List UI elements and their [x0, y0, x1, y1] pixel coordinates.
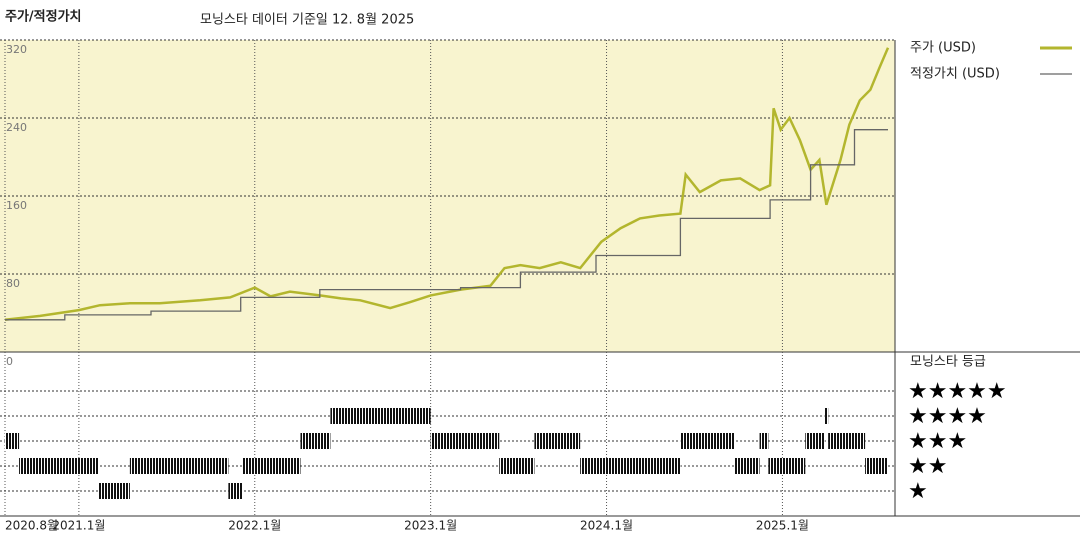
rating-bar	[680, 433, 735, 449]
series-line	[5, 129, 888, 321]
rating-label: ★★★	[908, 429, 967, 454]
rating-bar	[98, 483, 130, 499]
rating-bar	[805, 433, 825, 449]
rating-title: 모닝스타 등급	[910, 355, 986, 370]
x-tick-label: 2023.1월	[404, 519, 457, 533]
x-tick-label: 2025.1월	[756, 519, 809, 533]
rating-bar	[19, 458, 99, 474]
rating-bar	[430, 433, 500, 449]
rating-bar	[5, 433, 20, 449]
x-tick-label: 2021.1월	[52, 519, 105, 533]
rating-bar	[242, 458, 301, 474]
rating-bar	[129, 458, 229, 474]
y-tick-label: 240	[6, 121, 27, 134]
legend-label: 주가 (USD)	[910, 41, 976, 56]
rating-label: ★★★★	[908, 404, 987, 429]
legend-label: 적정가치 (USD)	[910, 67, 1000, 82]
rating-bar	[580, 458, 681, 474]
rating-label: ★★★★★	[908, 379, 1007, 404]
rating-bar	[865, 458, 888, 474]
chart-title: 주가/적정가치	[5, 9, 82, 25]
rating-bar	[534, 433, 581, 449]
rating-bar	[499, 458, 535, 474]
rating-bar	[300, 433, 331, 449]
rating-bar	[828, 433, 866, 449]
rating-label: ★★	[908, 454, 947, 479]
y-tick-label: 0	[6, 355, 13, 368]
rating-bar	[824, 408, 829, 424]
rating-bar	[768, 458, 806, 474]
x-tick-label: 2022.1월	[228, 519, 281, 533]
rating-bar	[330, 408, 431, 424]
y-tick-label: 80	[6, 277, 20, 290]
rating-bar	[228, 483, 243, 499]
chart-subtitle: 모닝스타 데이터 기준일 12. 8월 2025	[200, 13, 414, 28]
series-line	[4, 47, 890, 322]
y-tick-label: 160	[6, 199, 27, 212]
x-tick-label: 2024.1월	[580, 519, 633, 533]
y-tick-label: 320	[6, 43, 27, 56]
rating-bar	[759, 433, 769, 449]
x-tick-label: 2020.8월	[5, 519, 58, 533]
rating-label: ★	[908, 479, 928, 504]
rating-bar	[734, 458, 760, 474]
